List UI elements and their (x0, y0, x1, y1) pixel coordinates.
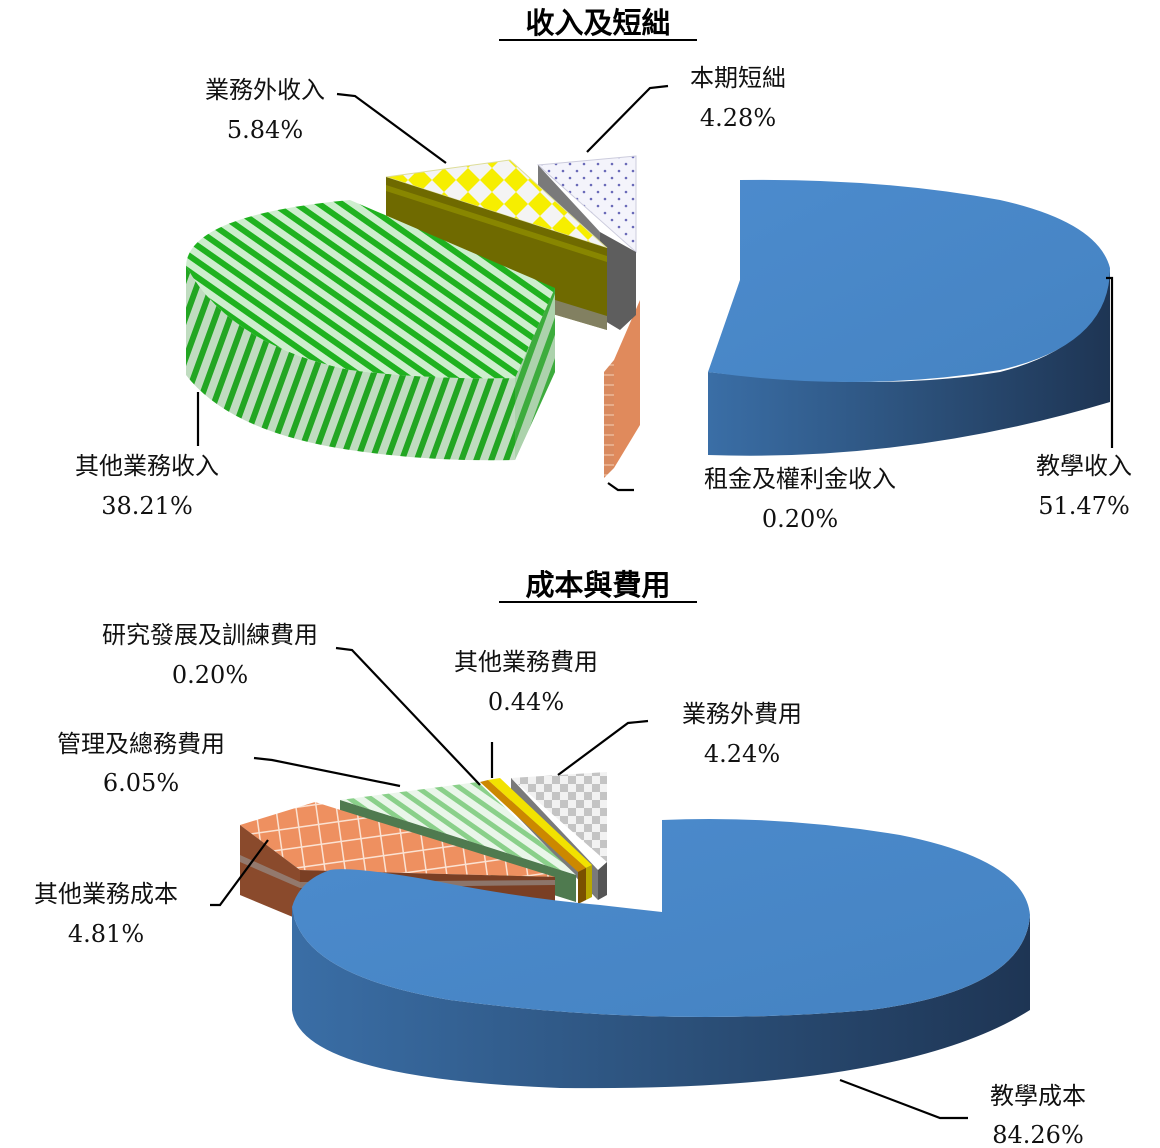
label-other-operating-income: 其他業務收入 38.21% (75, 452, 219, 520)
label-teaching-cost-name: 教學成本 (990, 1082, 1086, 1110)
label-non-operating-expense-value: 4.24% (704, 740, 780, 768)
leader-teaching-income (1106, 276, 1114, 448)
label-other-operating-income-name: 其他業務收入 (75, 452, 219, 480)
label-other-operating-income-value: 38.21% (101, 492, 193, 520)
label-other-operating-cost: 其他業務成本 4.81% (34, 880, 178, 948)
chart-costs-title: 成本與費用 (525, 568, 670, 602)
label-teaching-income-name: 教學收入 (1036, 452, 1132, 480)
label-rnd-training-expense-name: 研究發展及訓練費用 (102, 621, 318, 649)
slice-teaching-income (708, 179, 1110, 456)
chart-income: 收入及短絀 (75, 6, 1132, 533)
label-non-operating-income-value: 5.84% (227, 116, 303, 144)
slice-other-operating-income (186, 200, 555, 461)
label-non-operating-expense: 業務外費用 4.24% (682, 700, 802, 768)
leader-other-operating-cost (210, 839, 269, 907)
label-current-deficit: 本期短絀 4.28% (690, 64, 786, 132)
leader-non-operating-income (336, 92, 447, 164)
leader-rental-income (607, 482, 634, 492)
label-admin-expense-value: 6.05% (103, 769, 179, 797)
leader-teaching-cost (839, 1078, 968, 1120)
label-teaching-cost-value: 84.26% (992, 1121, 1084, 1148)
slice-teaching-cost (292, 819, 1030, 1089)
label-admin-expense: 管理及總務費用 6.05% (57, 730, 225, 797)
slice-other-operating-expense (488, 778, 592, 900)
label-teaching-income: 教學收入 51.47% (1036, 452, 1132, 520)
label-other-operating-expense-value: 0.44% (488, 688, 564, 716)
label-other-operating-expense: 其他業務費用 0.44% (454, 648, 598, 716)
chart-costs: 成本與費用 (34, 568, 1086, 1148)
label-non-operating-expense-name: 業務外費用 (682, 700, 802, 728)
label-non-operating-income: 業務外收入 5.84% (205, 76, 325, 144)
label-admin-expense-name: 管理及總務費用 (57, 730, 225, 758)
leader-admin-expense (253, 756, 401, 788)
label-rental-income: 租金及權利金收入 0.20% (704, 465, 896, 533)
leader-current-deficit (586, 84, 669, 153)
label-rental-income-name: 租金及權利金收入 (704, 465, 896, 493)
slice-rental-income (604, 300, 640, 478)
label-current-deficit-value: 4.28% (700, 104, 776, 132)
label-other-operating-cost-name: 其他業務成本 (34, 880, 178, 908)
label-rental-income-value: 0.20% (762, 505, 838, 533)
label-teaching-cost: 教學成本 84.26% (990, 1082, 1086, 1148)
label-rnd-training-expense: 研究發展及訓練費用 0.20% (102, 621, 318, 689)
leader-non-operating-expense (557, 719, 649, 776)
slice-rnd-training-expense (480, 780, 586, 904)
label-non-operating-income-name: 業務外收入 (205, 76, 325, 104)
chart-income-title: 收入及短絀 (525, 6, 670, 40)
leader-rnd-training-expense (335, 646, 481, 786)
label-other-operating-expense-name: 其他業務費用 (454, 648, 598, 676)
label-rnd-training-expense-value: 0.20% (172, 661, 248, 689)
label-other-operating-cost-value: 4.81% (68, 920, 144, 948)
label-teaching-income-value: 51.47% (1038, 492, 1130, 520)
label-current-deficit-name: 本期短絀 (690, 64, 786, 92)
